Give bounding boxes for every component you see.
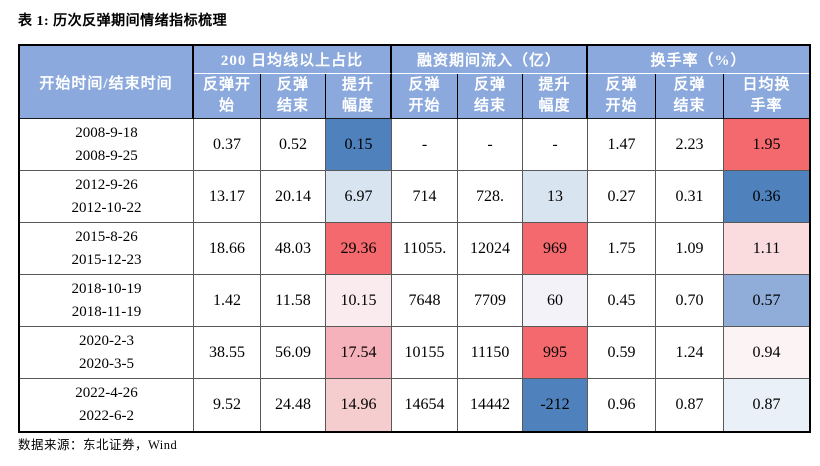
table-cell: 11055. [392, 223, 458, 275]
table-cell: 0.45 [588, 275, 657, 327]
subheader-turnover-start: 反弹 开始 [588, 74, 657, 119]
subheader-margin-start: 反弹 开始 [392, 74, 458, 119]
table-cell: 56.09 [261, 327, 326, 379]
sentiment-indicators-table: 开始时间/结束时间 200 日均线以上占比 融资期间流入（亿） 换手率（%） 反… [18, 44, 811, 433]
sentiment-table-wrapper: 开始时间/结束时间 200 日均线以上占比 融资期间流入（亿） 换手率（%） 反… [18, 44, 811, 433]
table-cell: 0.59 [588, 327, 657, 379]
subheader-ma200-start: 反弹开 始 [194, 74, 261, 119]
table-cell: 11150 [458, 327, 523, 379]
period-cell: 2020-2-3 2020-3-5 [20, 327, 194, 379]
table-cell: 1.47 [588, 119, 657, 171]
table-cell: 17.54 [326, 327, 392, 379]
table-cell: -212 [523, 379, 589, 431]
table-cell: 14.96 [326, 379, 392, 431]
table-cell: 18.66 [194, 223, 261, 275]
table-cell: 13 [523, 171, 589, 223]
period-cell: 2015-8-26 2015-12-23 [20, 223, 194, 275]
table-cell: 0.87 [656, 379, 725, 431]
table-cell: 0.57 [724, 275, 809, 327]
table-cell: - [392, 119, 458, 171]
table-cell: 24.48 [261, 379, 326, 431]
table-cell: 969 [523, 223, 589, 275]
header-group-row: 开始时间/结束时间 200 日均线以上占比 融资期间流入（亿） 换手率（%） [20, 46, 809, 119]
period-cell: 2008-9-18 2008-9-25 [20, 119, 194, 171]
period-cell: 2012-9-26 2012-10-22 [20, 171, 194, 223]
table-cell: 728. [458, 171, 523, 223]
header-sub-row: 反弹开 始 反弹 结束 提升 幅度 反弹 开始 反弹 结束 提升 幅度 反弹 开… [20, 74, 809, 119]
table-cell: 0.27 [588, 171, 657, 223]
table-cell: 1.42 [194, 275, 261, 327]
table-row: 2022-4-26 2022-6-2 9.52 24.48 14.96 1465… [20, 379, 809, 431]
table-cell: 0.52 [261, 119, 326, 171]
table-cell: 0.70 [656, 275, 725, 327]
table-cell: 60 [523, 275, 589, 327]
table-cell: 7648 [392, 275, 458, 327]
table-cell: 2.23 [656, 119, 725, 171]
table-cell: 7709 [458, 275, 523, 327]
table-cell: 14654 [392, 379, 458, 431]
table-cell: 0.87 [724, 379, 809, 431]
table-cell: 1.75 [588, 223, 657, 275]
table-cell: 1.11 [724, 223, 809, 275]
table-cell: 1.24 [656, 327, 725, 379]
group-header-ma200: 200 日均线以上占比 [194, 46, 392, 74]
data-source-note: 数据来源：东北证券，Wind [18, 438, 178, 452]
table-cell: 0.94 [724, 327, 809, 379]
table-cell: 995 [523, 327, 589, 379]
subheader-turnover-daily: 日均换 手率 [724, 74, 809, 119]
subheader-margin-end: 反弹 结束 [458, 74, 523, 119]
group-header-margin-inflow: 融资期间流入（亿） [392, 46, 589, 74]
group-header-turnover: 换手率（%） [588, 46, 809, 74]
subheader-margin-change: 提升 幅度 [523, 74, 589, 119]
table-cell: 0.31 [656, 171, 725, 223]
subheader-ma200-change: 提升 幅度 [326, 74, 392, 119]
table-cell: - [523, 119, 589, 171]
table-cell: 14442 [458, 379, 523, 431]
table-row: 2012-9-26 2012-10-22 13.17 20.14 6.97 71… [20, 171, 809, 223]
period-cell: 2018-10-19 2018-11-19 [20, 275, 194, 327]
table-cell: 1.95 [724, 119, 809, 171]
corner-header: 开始时间/结束时间 [20, 46, 194, 119]
table-cell: 9.52 [194, 379, 261, 431]
table-row: 2015-8-26 2015-12-23 18.66 48.03 29.36 1… [20, 223, 809, 275]
table-cell: 10.15 [326, 275, 392, 327]
table-row: 2008-9-18 2008-9-25 0.37 0.52 0.15 - - -… [20, 119, 809, 171]
table-row: 2020-2-3 2020-3-5 38.55 56.09 17.54 1015… [20, 327, 809, 379]
table-cell: 0.15 [326, 119, 392, 171]
table-cell: - [458, 119, 523, 171]
table-cell: 13.17 [194, 171, 261, 223]
table-cell: 29.36 [326, 223, 392, 275]
subheader-turnover-end: 反弹 结束 [656, 74, 725, 119]
subheader-ma200-end: 反弹 结束 [261, 74, 326, 119]
table-cell: 20.14 [261, 171, 326, 223]
table-cell: 12024 [458, 223, 523, 275]
table-cell: 11.58 [261, 275, 326, 327]
period-cell: 2022-4-26 2022-6-2 [20, 379, 194, 431]
table-cell: 6.97 [326, 171, 392, 223]
table-cell: 10155 [392, 327, 458, 379]
table-cell: 48.03 [261, 223, 326, 275]
table-cell: 0.37 [194, 119, 261, 171]
table-cell: 0.36 [724, 171, 809, 223]
table-cell: 38.55 [194, 327, 261, 379]
table-title: 表 1: 历次反弹期间情绪指标梳理 [18, 14, 228, 29]
table-cell: 0.96 [588, 379, 657, 431]
table-row: 2018-10-19 2018-11-19 1.42 11.58 10.15 7… [20, 275, 809, 327]
table-cell: 1.09 [656, 223, 725, 275]
table-cell: 714 [392, 171, 458, 223]
